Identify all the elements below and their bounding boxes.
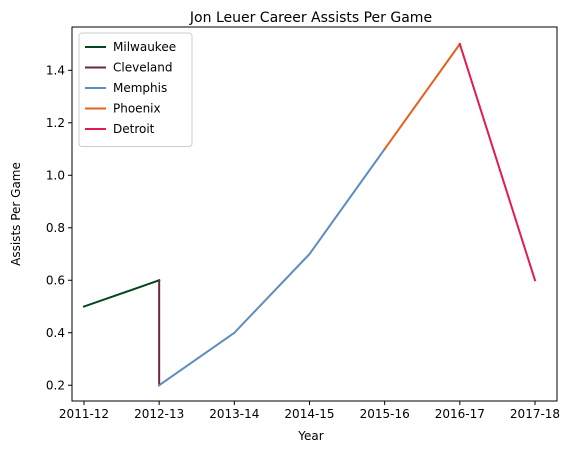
x-tick-label: 2012-13 xyxy=(134,407,184,421)
series-line-phoenix xyxy=(383,42,462,151)
series-line-detroit xyxy=(458,42,537,282)
legend-label-memphis: Memphis xyxy=(113,81,167,95)
x-tick-label: 2014-15 xyxy=(284,407,334,421)
y-tick-label: 1.2 xyxy=(46,116,65,130)
x-tick-label: 2016-17 xyxy=(435,407,485,421)
x-tick-label: 2011-12 xyxy=(59,407,109,421)
y-tick-label: 0.6 xyxy=(46,273,65,287)
x-tick-label: 2015-16 xyxy=(360,407,410,421)
y-tick-label: 1.4 xyxy=(46,63,65,77)
x-tick-label: 2013-14 xyxy=(209,407,259,421)
plot-frame xyxy=(71,26,558,402)
plot-area xyxy=(82,42,537,387)
y-tick-label: 1.0 xyxy=(46,168,65,182)
x-axis: 2011-12 2012-13 2013-14 2014-15 2015-16 2016-… xyxy=(59,401,560,421)
legend-label-phoenix: Phoenix xyxy=(113,102,161,116)
legend-label-detroit: Detroit xyxy=(113,122,155,136)
chart-title: Jon Leuer Career Assists Per Game xyxy=(189,10,432,26)
legend-frame xyxy=(78,32,193,147)
series-line-memphis xyxy=(157,147,387,387)
y-tick-label: 0.4 xyxy=(46,326,65,340)
series-line-milwaukee xyxy=(82,278,161,308)
legend-label-milwaukee: Milwaukee xyxy=(113,40,176,54)
y-axis: 0.2 0.4 0.6 0.8 1.0 1.2 1.4 xyxy=(46,63,72,392)
legend-label-cleveland: Cleveland xyxy=(113,61,173,75)
x-tick-label: 2017-18 xyxy=(510,407,560,421)
y-tick-label: 0.2 xyxy=(46,378,65,392)
y-tick-label: 0.8 xyxy=(46,221,65,235)
legend: Milwaukee Cleveland Memphis Phoenix Detroit xyxy=(78,32,193,147)
x-axis-title: Year xyxy=(297,429,323,443)
y-axis-title: Assists Per Game xyxy=(9,162,23,266)
